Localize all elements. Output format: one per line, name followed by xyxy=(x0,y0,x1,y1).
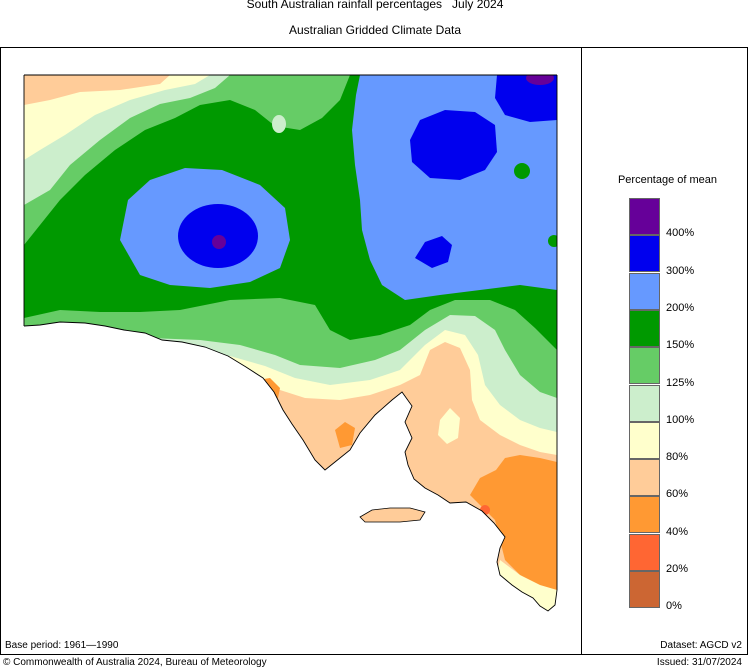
legend-label: 400% xyxy=(666,227,695,240)
legend-label: 80% xyxy=(666,451,689,464)
legend-label: 0% xyxy=(666,600,682,613)
legend-swatch xyxy=(629,309,660,347)
zone-40-se xyxy=(470,455,557,590)
zone-150-blob2 xyxy=(548,235,557,247)
legend-label: 300% xyxy=(666,264,695,277)
zone-80-pocket xyxy=(438,408,460,444)
zone-300-east1 xyxy=(410,110,497,180)
legend-title: Percentage of mean xyxy=(617,174,718,186)
legend-swatch xyxy=(629,272,660,310)
zone-40-spencer xyxy=(335,422,355,448)
legend-divider xyxy=(581,47,582,655)
zone-300-ne xyxy=(495,75,557,122)
map-frame xyxy=(0,47,748,655)
issued-date: Issued: 31/07/2024 xyxy=(656,657,742,668)
legend-swatch xyxy=(629,384,660,422)
coastline xyxy=(23,321,558,612)
zone-80-nw xyxy=(24,75,210,160)
zone-100-blob xyxy=(272,115,286,133)
copyright: © Commonwealth of Australia 2024, Bureau… xyxy=(3,657,267,668)
zone-400-ne xyxy=(526,75,554,85)
legend-label: 60% xyxy=(666,488,689,501)
legend-swatch xyxy=(629,198,660,235)
base-period: Base period: 1961—1990 xyxy=(5,640,119,651)
legend-swatch xyxy=(629,421,660,459)
legend-swatch xyxy=(629,496,660,534)
zone-60-nw xyxy=(24,75,170,105)
legend-swatch xyxy=(629,347,660,385)
zone-400-west xyxy=(212,235,226,249)
legend-label: 150% xyxy=(666,339,695,352)
legend-swatch xyxy=(629,459,660,497)
map-title: South Australian rainfall percentages Ju… xyxy=(246,0,504,11)
legend-label: 100% xyxy=(666,413,695,426)
zone-300-east2 xyxy=(415,236,452,268)
legend-swatch xyxy=(629,571,660,608)
legend-label: 125% xyxy=(666,376,695,389)
kangaroo-island xyxy=(359,507,426,523)
rainfall-contours xyxy=(24,75,557,611)
legend-swatch xyxy=(629,235,660,273)
legend-label: 40% xyxy=(666,525,689,538)
zone-200-east xyxy=(352,75,557,300)
legend-swatch xyxy=(629,533,660,571)
legend-label: 200% xyxy=(666,301,695,314)
legend-label: 20% xyxy=(666,563,689,575)
map-subtitle: Australian Gridded Climate Data xyxy=(288,23,462,37)
zone-150-blob xyxy=(514,163,530,179)
dataset-label: Dataset: AGCD v2 xyxy=(660,640,742,651)
